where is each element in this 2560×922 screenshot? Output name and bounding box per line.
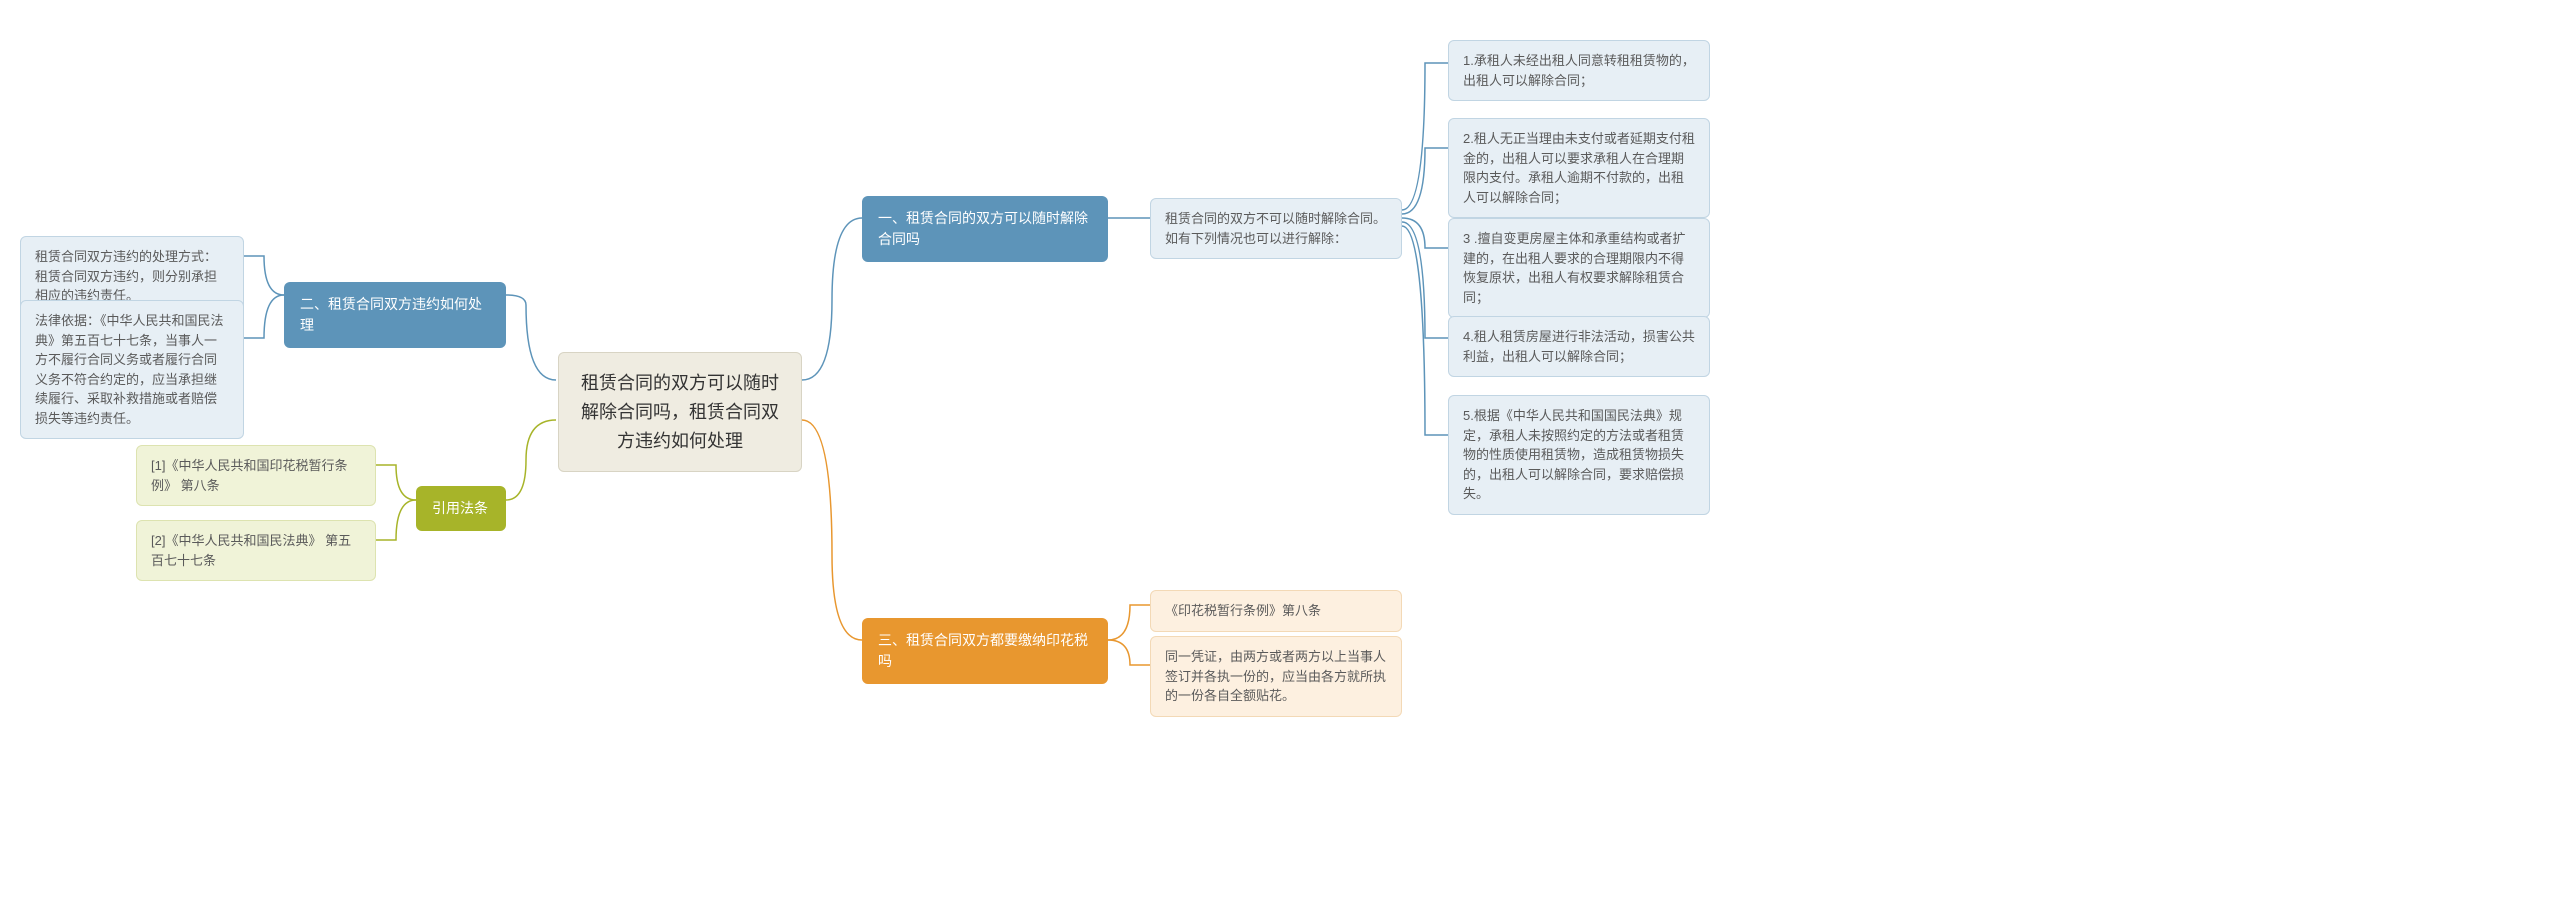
branch-3-item-2: [2]《中华人民共和国民法典》 第五百七十七条 (136, 520, 376, 581)
center-node: 租赁合同的双方可以随时解除合同吗，租赁合同双方违约如何处理 (558, 352, 802, 472)
branch-4-item-1: 《印花税暂行条例》第八条 (1150, 590, 1402, 632)
branch-4: 三、租赁合同双方都要缴纳印花税吗 (862, 618, 1108, 684)
branch-2-item-2: 法律依据：《中华人民共和国民法典》第五百七十七条，当事人一方不履行合同义务或者履… (20, 300, 244, 439)
branch-1-mid: 租赁合同的双方不可以随时解除合同。如有下列情况也可以进行解除： (1150, 198, 1402, 259)
branch-1-item-1: 1.承租人未经出租人同意转租租赁物的，出租人可以解除合同； (1448, 40, 1710, 101)
branch-3: 引用法条 (416, 486, 506, 531)
connector-lines (0, 0, 2560, 922)
branch-1-item-4: 4.租人租赁房屋进行非法活动，损害公共利益，出租人可以解除合同； (1448, 316, 1710, 377)
branch-3-item-1: [1]《中华人民共和国印花税暂行条例》 第八条 (136, 445, 376, 506)
branch-1: 一、租赁合同的双方可以随时解除合同吗 (862, 196, 1108, 262)
branch-1-item-3: 3 .擅自变更房屋主体和承重结构或者扩建的，在出租人要求的合理期限内不得恢复原状… (1448, 218, 1710, 318)
branch-4-item-2: 同一凭证，由两方或者两方以上当事人签订并各执一份的，应当由各方就所执的一份各自全… (1150, 636, 1402, 717)
branch-1-item-5: 5.根据《中华人民共和国国民法典》规定，承租人未按照约定的方法或者租赁物的性质使… (1448, 395, 1710, 515)
branch-2: 二、租赁合同双方违约如何处理 (284, 282, 506, 348)
branch-1-item-2: 2.租人无正当理由未支付或者延期支付租金的，出租人可以要求承租人在合理期限内支付… (1448, 118, 1710, 218)
